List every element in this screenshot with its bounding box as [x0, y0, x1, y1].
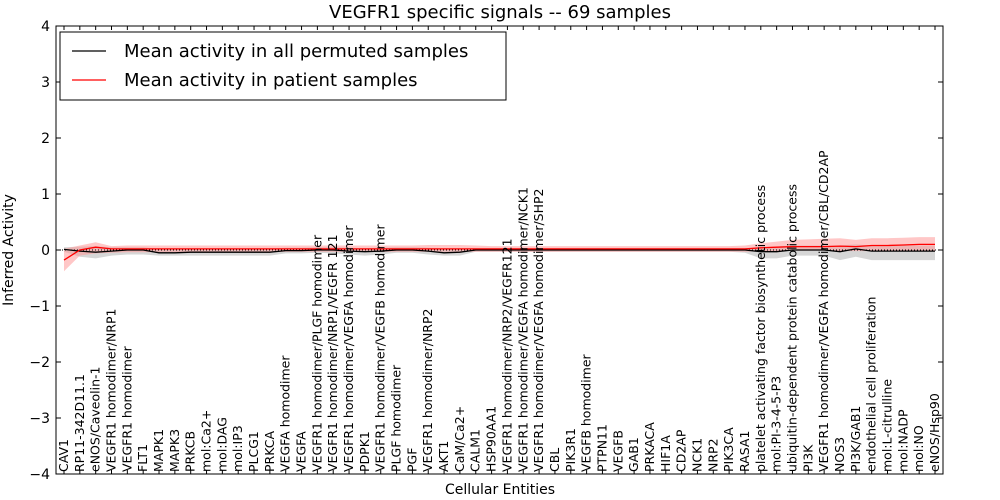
y-axis-label: Inferred Activity: [1, 194, 17, 306]
x-tick-label: PLGF homodimer: [389, 364, 404, 472]
x-tick-label: CBL: [547, 448, 562, 472]
x-tick-label: FLT1: [135, 444, 150, 472]
x-tick-label: NOS3: [832, 437, 847, 472]
x-tick-label: VEGFR1 homodimer/NRP1/VEGFR 121: [325, 234, 340, 472]
x-tick-label: VEGFR1 homodimer/VEGFA homodimer/CBL/CD2…: [816, 150, 831, 472]
x-tick-label: mol:Ca2+: [199, 410, 214, 472]
x-tick-label: HIF1A: [658, 435, 673, 472]
chart-title: VEGFR1 specific signals -- 69 samples: [329, 2, 671, 23]
x-tick-label: VEGFR1 homodimer/VEGFA homodimer/NCK1: [515, 187, 530, 472]
x-tick-label: VEGFA: [294, 431, 309, 472]
series-line-1: [63, 243, 935, 261]
y-tick-label: 2: [41, 131, 50, 147]
x-tick-label: VEGFR1 homodimer/VEGFA homodimer/SHP2: [531, 188, 546, 472]
legend: Mean activity in all permuted samples Me…: [59, 31, 507, 101]
x-tick-label: ubiquitin-dependent protein catabolic pr…: [785, 184, 800, 472]
x-tick-label: PGF: [404, 448, 419, 472]
x-tick-label: mol:DAG: [214, 417, 229, 472]
x-tick-label: PRKACA: [642, 422, 657, 472]
y-tick-label: −2: [29, 355, 50, 371]
x-tick-label: NRP2: [705, 438, 720, 472]
x-tick-label: VEGFB: [610, 430, 625, 472]
legend-label-patient: Mean activity in patient samples: [124, 70, 418, 91]
y-tick-label: 3: [41, 75, 50, 91]
y-tick-label: −1: [29, 299, 50, 315]
x-tick-label: PLCG1: [246, 431, 261, 472]
x-tick-label: VEGFR1 homodimer/NRP2/VEGFR121: [499, 238, 514, 472]
y-tick-label: 4: [41, 19, 50, 35]
x-tick-label: mol:L-citrulline: [880, 379, 895, 472]
x-tick-label: endothelial cell proliferation: [864, 297, 879, 472]
x-tick-label: VEGFR1 homodimer/PLGF homodimer: [309, 234, 324, 472]
x-tick-label: CALM1: [468, 429, 483, 472]
x-tick-label: eNOS/Hsp90: [927, 393, 942, 472]
x-tick-label: AKT1: [436, 441, 451, 472]
x-tick-label: VEGFR1 homodimer/NRP2: [420, 309, 435, 472]
x-tick-label: mol:IP3: [230, 425, 245, 472]
x-tick-label: mol:NO: [911, 425, 926, 472]
x-tick-label: PDPK1: [357, 431, 372, 472]
x-tick-label: PRKCB: [183, 431, 198, 472]
x-tick-label: VEGFR1 homodimer/VEGFA homodimer: [341, 225, 356, 472]
x-tick-label: CaM/Ca2+: [452, 406, 467, 472]
series-line-0: [63, 248, 935, 254]
x-tick-label: HSP90AA1: [484, 406, 499, 472]
x-tick-label: NCK1: [690, 438, 705, 472]
x-tick-label: platelet activating factor biosynthetic …: [753, 185, 768, 472]
x-tick-label: PI3K: [800, 444, 815, 472]
x-tick-label: MAPK3: [167, 429, 182, 472]
y-tick-label: −4: [29, 467, 50, 483]
x-tick-label: VEGFR1 homodimer/NRP1: [104, 309, 119, 472]
x-axis-label: Cellular Entities: [445, 482, 555, 498]
x-tick-label: CD2AP: [674, 429, 689, 472]
legend-box: [59, 31, 507, 101]
x-tick-label: GAB1: [626, 437, 641, 472]
x-tick-label: eNOS/Caveolin-1: [88, 367, 103, 472]
x-tick-label: mol:NADP: [895, 409, 910, 472]
x-tick-label: VEGFR1 homodimer/VEGFB homodimer: [373, 224, 388, 472]
x-tick-label: MAPK1: [151, 429, 166, 472]
y-tick-label: 1: [41, 187, 50, 203]
x-tick-label: PIK3CA: [721, 427, 736, 472]
plot-area: 4 3 2 1 0 −1 −2 −3 −4 CAV1 RP11-342D11.1 eNOS/Caveo…: [29, 19, 944, 483]
x-tick-label: RASA1: [737, 431, 752, 472]
x-tick-label: PRKCA: [262, 431, 277, 472]
x-tick-label: CAV1: [56, 439, 71, 472]
x-tick-label: VEGFA homodimer: [278, 355, 293, 472]
series-band-1: [64, 237, 935, 272]
x-tick-label: RP11-342D11.1: [72, 374, 87, 472]
legend-label-permuted: Mean activity in all permuted samples: [124, 41, 468, 62]
x-tick-label: PIK3R1: [563, 428, 578, 472]
y-tick-label: −3: [29, 411, 50, 427]
x-tick-label: mol:PI-3-4-5-P3: [769, 376, 784, 472]
y-tick-label: 0: [41, 243, 50, 259]
x-tick-label: PTPN11: [594, 424, 609, 472]
x-tick-label: VEGFB homodimer: [579, 353, 594, 472]
x-tick-label: PI3K/GAB1: [848, 406, 863, 472]
x-tick-label: VEGFR1 homodimer: [119, 345, 134, 472]
